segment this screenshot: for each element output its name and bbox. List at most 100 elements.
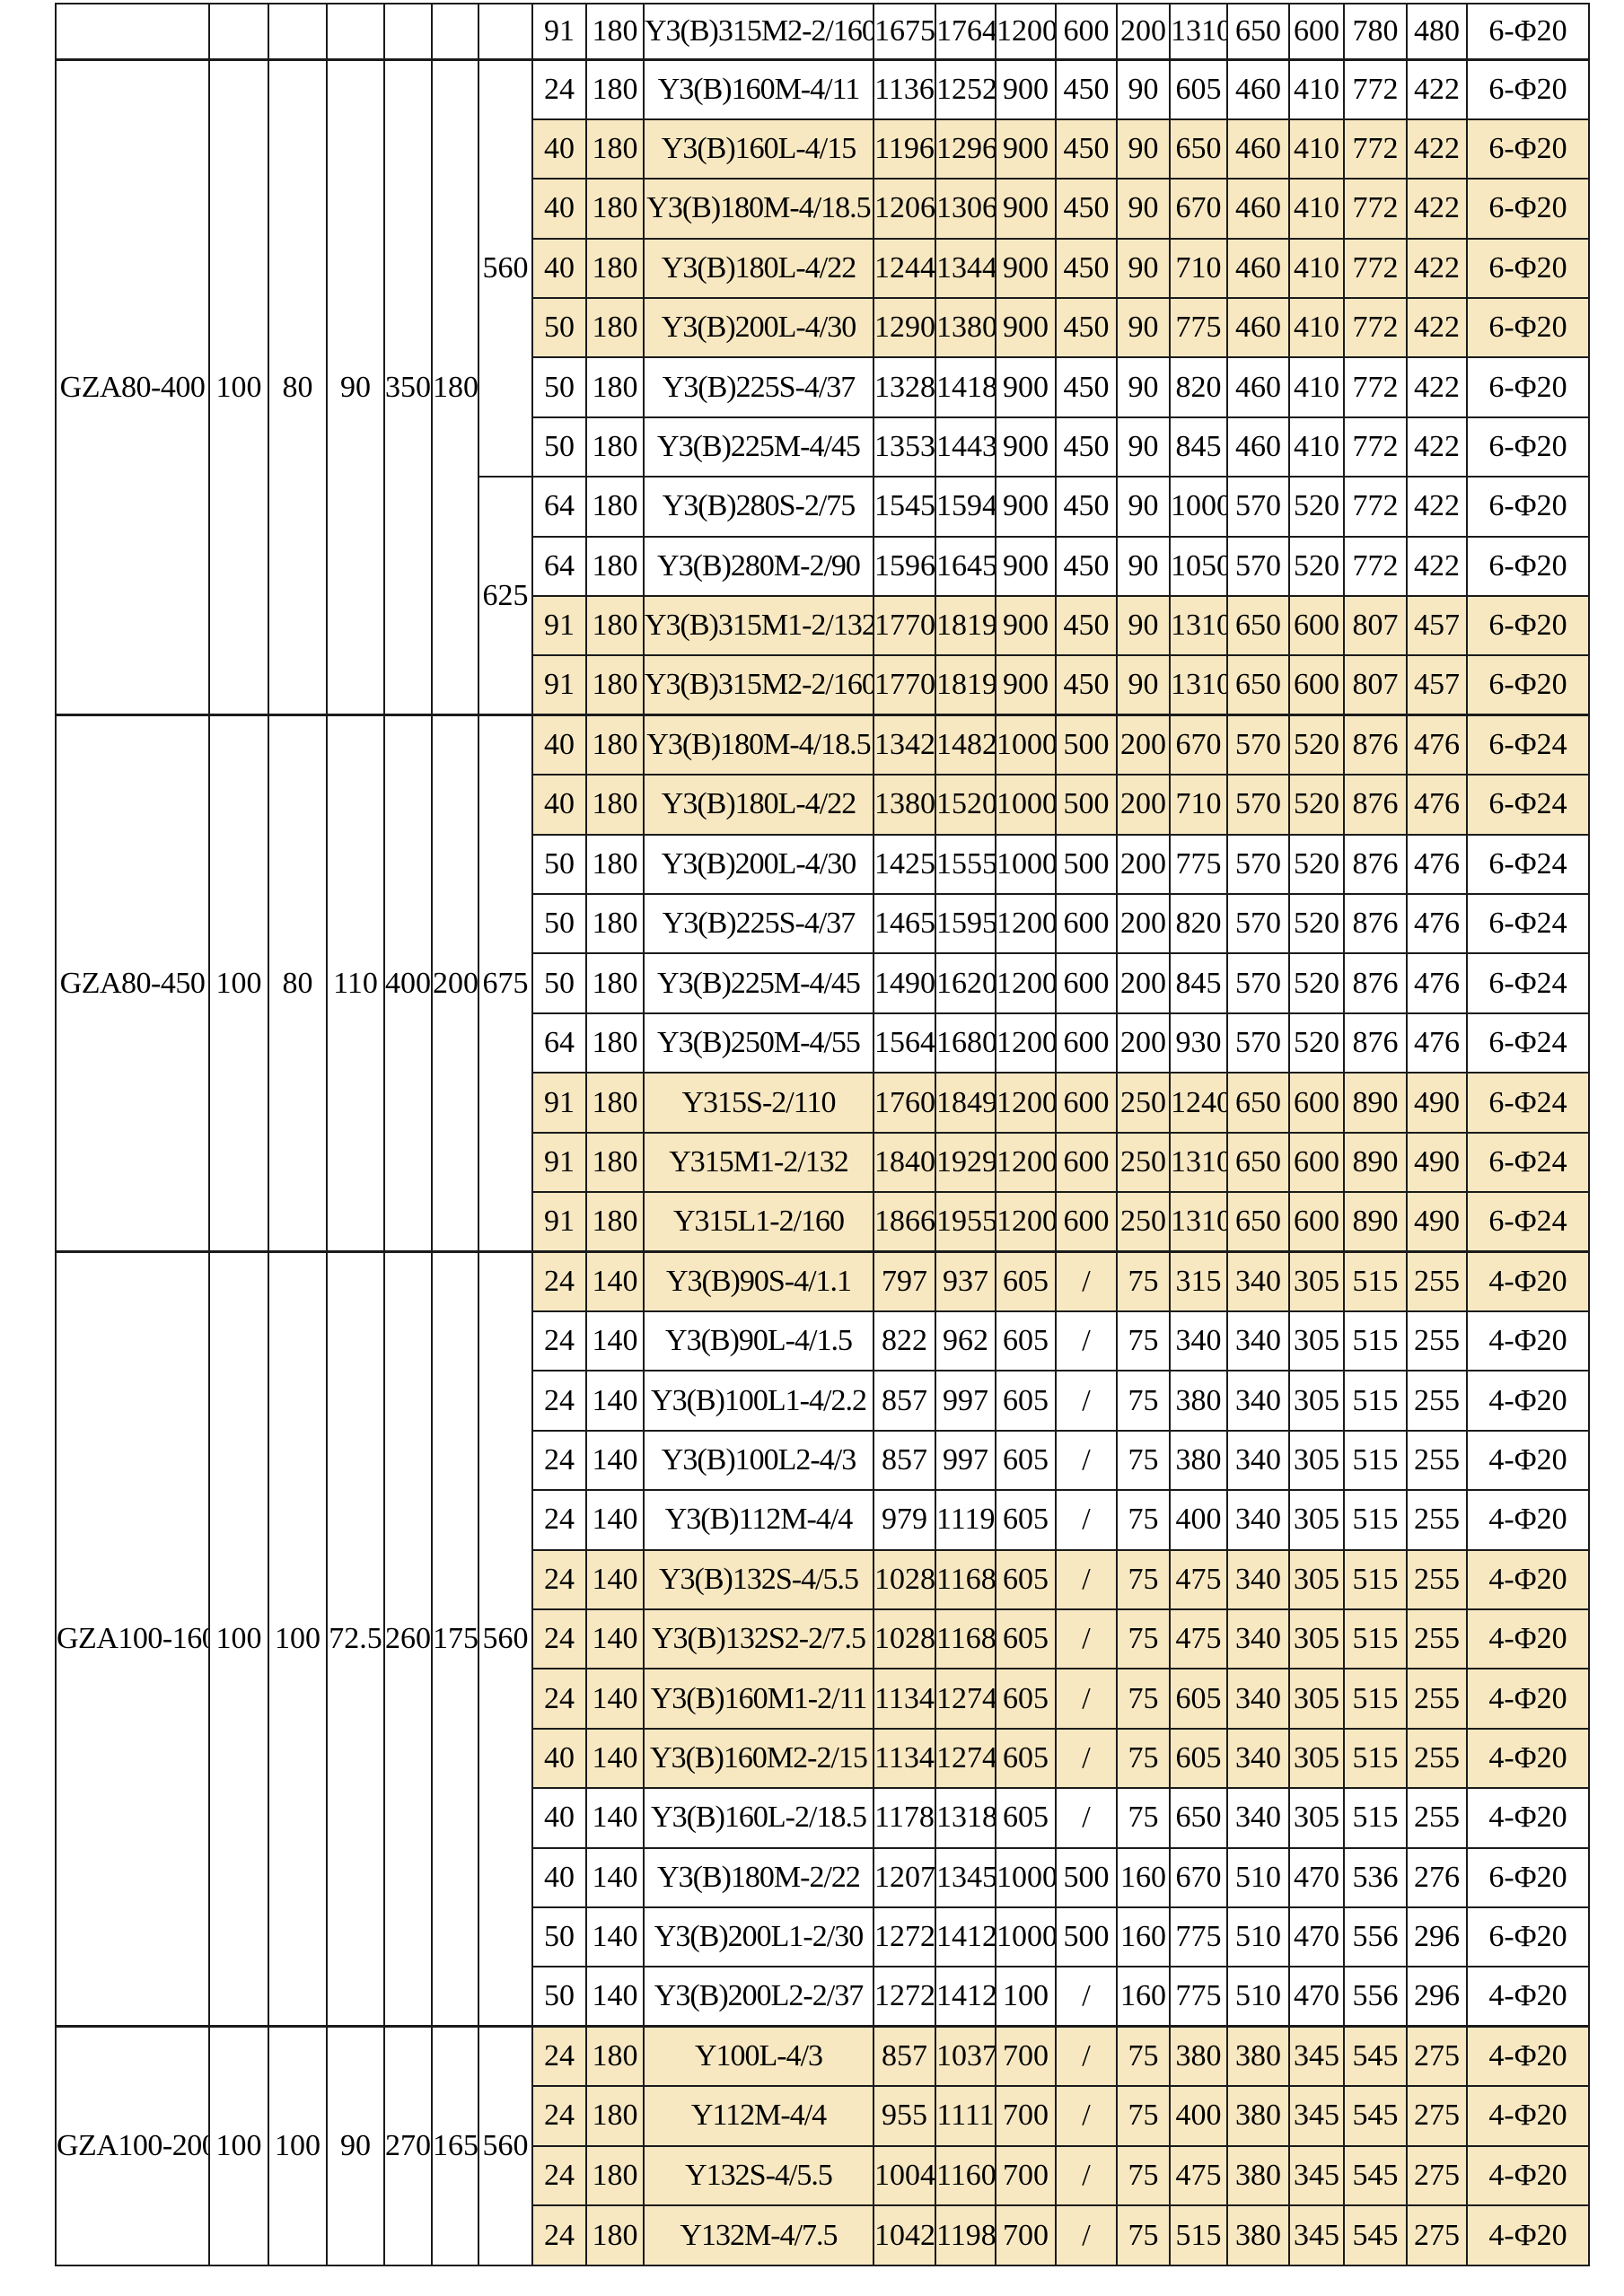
value-cell: 1318 xyxy=(935,1787,996,1849)
value-cell: 1310 xyxy=(1169,654,1228,716)
motor-model-cell: Y132M-4/7.5 xyxy=(643,2204,874,2266)
dimension-cell: 200 xyxy=(431,714,479,1253)
flange-cell: 180 xyxy=(585,297,645,359)
value-cell: 250 xyxy=(1116,1131,1171,1194)
value-cell: 1412 xyxy=(935,1966,996,2028)
value-cell: 450 xyxy=(1055,297,1118,359)
value-cell: 670 xyxy=(1169,714,1228,776)
value-cell: 450 xyxy=(1055,416,1118,478)
flange-cell: 180 xyxy=(585,1072,645,1134)
value-cell: 510 xyxy=(1226,1846,1290,1908)
spec-row: 625 64 180 Y3(B)280S-2/75 1545 1594 900 450 90 10… xyxy=(56,476,1590,716)
value-cell: 305 xyxy=(1288,1250,1345,1312)
value-cell: 600 xyxy=(1055,952,1118,1014)
value-cell: 650 xyxy=(1226,1072,1290,1134)
value-cell: 1310 xyxy=(1169,2,1228,61)
value-cell: / xyxy=(1055,1608,1118,1670)
value-cell: 1000 xyxy=(995,714,1057,776)
value-cell: 75 xyxy=(1116,1429,1171,1492)
bolt-spec-cell: 6-Φ24 xyxy=(1466,1072,1590,1134)
value-cell: 422 xyxy=(1406,356,1468,418)
value-cell: 700 xyxy=(995,2204,1057,2266)
value-cell: 1252 xyxy=(935,57,996,120)
value-cell: 410 xyxy=(1288,297,1345,359)
flange-cell: 180 xyxy=(585,2085,645,2147)
value-cell: 605 xyxy=(995,1310,1057,1372)
value-cell: 450 xyxy=(1055,356,1118,418)
value-cell: 1929 xyxy=(935,1131,996,1194)
speed-cell: 91 xyxy=(531,1191,587,1253)
motor-model-cell: Y3(B)180M-4/18.5 xyxy=(643,714,874,776)
motor-model-cell: Y3(B)225M-4/45 xyxy=(643,416,874,478)
motor-model-cell: Y3(B)180L-4/22 xyxy=(643,774,874,836)
value-cell: 160 xyxy=(1116,1906,1171,1968)
value-cell: 1545 xyxy=(873,476,936,538)
value-cell: 1819 xyxy=(935,595,996,657)
model-cell: GZA80-450 xyxy=(55,714,210,1253)
dimension-cell xyxy=(431,2,479,61)
value-cell: 90 xyxy=(1116,356,1171,418)
motor-model-cell: Y3(B)315M2-2/160 xyxy=(643,654,874,716)
value-cell: 100 xyxy=(995,1966,1057,2028)
value-cell: 410 xyxy=(1288,237,1345,300)
group-size-cell: 560 xyxy=(478,1250,533,2028)
value-cell: 90 xyxy=(1116,118,1171,180)
dimension-cell: 100 xyxy=(208,57,269,716)
spec-row: 50 140 Y3(B)200L2-2/37 1272 1412 100/160 775 51… xyxy=(56,1966,1590,2028)
value-cell: 876 xyxy=(1343,952,1408,1014)
value-cell: 775 xyxy=(1169,1966,1228,2028)
motor-model-cell: Y3(B)100L2-4/3 xyxy=(643,1429,874,1492)
value-cell: 600 xyxy=(1055,893,1118,955)
value-cell: 1200 xyxy=(995,2,1057,61)
value-cell: 75 xyxy=(1116,2025,1171,2088)
value-cell: 1819 xyxy=(935,654,996,716)
value-cell: 460 xyxy=(1226,416,1290,478)
value-cell: 1443 xyxy=(935,416,996,478)
value-cell: 820 xyxy=(1169,893,1228,955)
motor-model-cell: Y3(B)180M-2/22 xyxy=(643,1846,874,1908)
value-cell: 605 xyxy=(995,1429,1057,1492)
value-cell: 1200 xyxy=(995,952,1057,1014)
group-size-cell: 560 xyxy=(478,2025,533,2267)
speed-cell: 24 xyxy=(531,1489,587,1551)
motor-model-cell: Y3(B)280S-2/75 xyxy=(643,476,874,538)
value-cell: 900 xyxy=(995,654,1057,716)
dimension-cell: 270 xyxy=(383,2025,433,2267)
bolt-spec-cell: 6-Φ24 xyxy=(1466,1131,1590,1194)
value-cell: 460 xyxy=(1226,356,1290,418)
value-cell: 700 xyxy=(995,2144,1057,2207)
value-cell: 510 xyxy=(1226,1966,1290,2028)
value-cell: 1200 xyxy=(995,1191,1057,1253)
flange-cell: 180 xyxy=(585,476,645,538)
spec-row: 50 180 Y3(B)200L-4/30 1425 1555 1000 500 200 775… xyxy=(56,833,1590,896)
dimension-cell: 350 xyxy=(383,57,433,716)
value-cell: 380 xyxy=(1169,2025,1228,2088)
bolt-spec-cell: 4-Φ20 xyxy=(1466,1608,1590,1670)
value-cell: 476 xyxy=(1406,952,1468,1014)
value-cell: 500 xyxy=(1055,714,1118,776)
bolt-spec-cell: 4-Φ20 xyxy=(1466,2025,1590,2088)
value-cell: 857 xyxy=(873,2025,936,2088)
value-cell: 1675 xyxy=(873,2,936,61)
value-cell: 255 xyxy=(1406,1608,1468,1670)
value-cell: 345 xyxy=(1288,2025,1345,2088)
value-cell: 340 xyxy=(1226,1489,1290,1551)
value-cell: 305 xyxy=(1288,1310,1345,1372)
motor-model-cell: Y100L-4/3 xyxy=(643,2025,874,2088)
value-cell: 305 xyxy=(1288,1608,1345,1670)
value-cell: 1594 xyxy=(935,476,996,538)
value-cell: 1849 xyxy=(935,1072,996,1134)
motor-model-cell: Y3(B)315M2-2/160 xyxy=(643,2,874,61)
flange-cell: 180 xyxy=(585,952,645,1014)
value-cell: 997 xyxy=(935,1429,996,1492)
spec-row: 50 180 Y3(B)225S-4/37 1465 1595 1200 600 200 820… xyxy=(56,893,1590,955)
value-cell: 890 xyxy=(1343,1072,1408,1134)
flange-cell: 140 xyxy=(585,1548,645,1610)
motor-model-cell: Y3(B)200L-4/30 xyxy=(643,833,874,896)
value-cell: / xyxy=(1055,1489,1118,1551)
motor-model-cell: Y3(B)90L-4/1.5 xyxy=(643,1310,874,1372)
value-cell: 422 xyxy=(1406,476,1468,538)
value-cell: 900 xyxy=(995,476,1057,538)
flange-cell: 180 xyxy=(585,118,645,180)
value-cell: 520 xyxy=(1288,476,1345,538)
